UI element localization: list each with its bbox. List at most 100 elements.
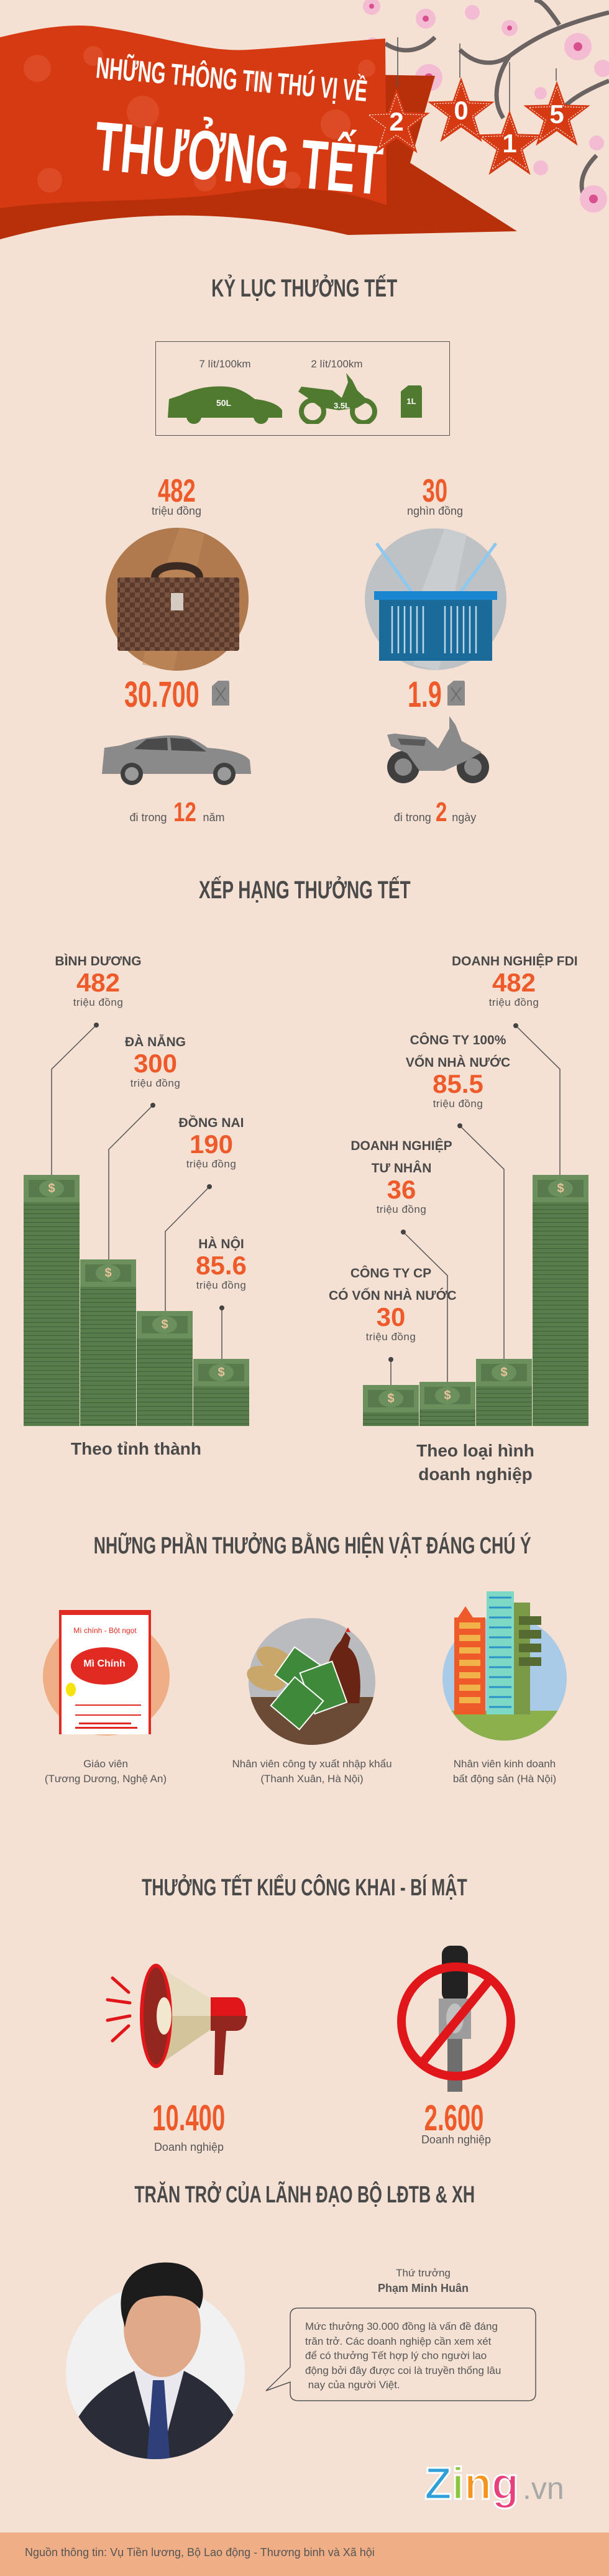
money-stack-bar: $ bbox=[533, 1175, 588, 1426]
year-digit: 2 bbox=[389, 107, 404, 136]
bill: $ bbox=[419, 1382, 475, 1409]
msg-package-icon: Mì chính - Bột ngọt Mì Chính bbox=[43, 1610, 170, 1737]
year-star-5: 5 bbox=[522, 80, 592, 149]
fuel-can-icon bbox=[447, 681, 465, 706]
logo-suffix: .vn bbox=[522, 2471, 564, 2506]
year-star-1: 1 bbox=[475, 109, 544, 178]
header-banner: NHỮNG THÔNG TIN THÚ VỊ VỀ THƯỞNG TẾT 2 0… bbox=[0, 0, 609, 261]
money-stack-bar: $ bbox=[80, 1259, 136, 1426]
bill: $ bbox=[137, 1311, 193, 1338]
car-fuel-rate: 7 lít/100km bbox=[199, 358, 251, 370]
star-icon bbox=[428, 77, 495, 142]
logo-letter: i bbox=[451, 2459, 465, 2510]
gift-caption-real-estate: Nhân viên kinh doanh bất động sản (Hà Nội… bbox=[452, 1758, 557, 1785]
public-count: 10.400 bbox=[152, 2098, 226, 2138]
banner-graphic bbox=[0, 0, 609, 239]
buildings-icon bbox=[442, 1591, 567, 1741]
rank-label-fdi: DOANH NGHIỆP FDI 482 triệu đồng bbox=[452, 954, 578, 1008]
car-tank-label: 50L bbox=[216, 398, 232, 408]
money-stack-bar: $ bbox=[24, 1175, 80, 1426]
star-icon bbox=[363, 88, 430, 154]
zing-logo: Zing .vn bbox=[424, 2459, 592, 2516]
banner-flower-pattern bbox=[24, 46, 375, 193]
megaphone-icon bbox=[106, 1964, 247, 2075]
food-gift-icon bbox=[247, 1618, 375, 1745]
shopping-basket-icon bbox=[365, 528, 506, 671]
year-star-0: 0 bbox=[426, 76, 496, 145]
bill: $ bbox=[80, 1259, 136, 1287]
briefcase-icon bbox=[106, 528, 249, 671]
bill: $ bbox=[476, 1359, 532, 1386]
money-stack-bar: $ bbox=[419, 1382, 475, 1426]
ranking-title: XẾP HẠNG THƯỞNG TẾT bbox=[198, 876, 411, 904]
grey-motorbike-icon bbox=[387, 716, 489, 783]
logo-letter: g bbox=[490, 2459, 520, 2510]
package-logo-text: Mì Chính bbox=[83, 1658, 126, 1669]
rank-label-ha-noi: HÀ NỘI 85.6 triệu đồng bbox=[196, 1237, 247, 1291]
rank-label-private: DOANH NGHIỆP TƯ NHÂN 36 triệu đồng bbox=[350, 1139, 452, 1215]
year-star-2: 2 bbox=[362, 87, 431, 157]
bill: $ bbox=[533, 1175, 588, 1202]
leader-name: Phạm Minh Huân bbox=[377, 2282, 469, 2294]
secret-count: 2.600 bbox=[424, 2098, 484, 2138]
banner-flag bbox=[0, 25, 387, 209]
dollar-icon: $ bbox=[209, 1364, 234, 1381]
gift-caption-teacher: Giáo viên (Tương Dương, Nghệ An) bbox=[44, 1758, 167, 1785]
fuel-consumption-box bbox=[155, 341, 450, 436]
grey-car-icon bbox=[102, 735, 251, 785]
bike-fuel-rate: 2 lít/100km bbox=[311, 358, 363, 370]
no-microphone-icon bbox=[397, 1946, 515, 2092]
green-car-icon bbox=[168, 386, 282, 424]
bike-tank-label: 3.5L bbox=[333, 401, 350, 410]
footer: Nguồn thông tin: Vụ Tiền lương, Bộ Lao đ… bbox=[0, 2532, 609, 2576]
enterprise-group-label: Theo loại hình doanh nghiệp bbox=[416, 1441, 534, 1484]
leader-quote: Mức thưởng 30.000 đồng là vấn đề đáng tr… bbox=[305, 2321, 501, 2391]
hanging-stars bbox=[397, 37, 557, 112]
year-digit: 5 bbox=[549, 99, 564, 129]
public-secret-title: THƯỞNG TẾT KIỂU CÔNG KHAI - BÍ MẬT bbox=[142, 1875, 467, 1901]
ranking-leader-lines bbox=[51, 1023, 561, 1385]
package-top-text: Mì chính - Bột ngọt bbox=[73, 1626, 137, 1635]
can-label: 1L bbox=[406, 397, 416, 406]
dollar-icon: $ bbox=[96, 1264, 121, 1282]
bill: $ bbox=[363, 1385, 419, 1412]
speech-bubble bbox=[265, 2307, 536, 2401]
fuel-equivalent-high: 30.700 bbox=[124, 674, 236, 715]
record-low-unit: nghìn đồng bbox=[406, 505, 464, 517]
source-text: Nguồn thông tin: Vụ Tiền lương, Bộ Lao đ… bbox=[25, 2546, 375, 2559]
dollar-icon: $ bbox=[435, 1387, 460, 1404]
dollar-icon: $ bbox=[492, 1364, 516, 1381]
green-fuel-can-icon bbox=[401, 385, 422, 418]
fuel-equivalent-low: 1.9 bbox=[408, 674, 482, 715]
money-stack-bar: $ bbox=[363, 1385, 419, 1426]
gifts-title: NHỮNG PHẦN THƯỞNG BẰNG HIỆN VẬT ĐÁNG CHÚ… bbox=[93, 1533, 531, 1559]
year-digit: 0 bbox=[454, 96, 469, 125]
year-digit: 1 bbox=[502, 129, 517, 158]
dollar-icon: $ bbox=[152, 1316, 177, 1333]
star-icon bbox=[523, 81, 590, 146]
record-high-unit: triệu đồng bbox=[151, 505, 202, 517]
bill: $ bbox=[193, 1359, 249, 1386]
rank-label-dong-nai: ĐỒNG NAI 190 triệu đồng bbox=[178, 1116, 244, 1170]
rank-label-joint-stock: CÔNG TY CP CÓ VỐN NHÀ NƯỚC 30 triệu đồng bbox=[329, 1266, 457, 1343]
logo-letter: n bbox=[464, 2459, 493, 2510]
record-low-amount: 30 bbox=[422, 473, 448, 509]
money-stack-bar: $ bbox=[476, 1359, 532, 1426]
dollar-icon: $ bbox=[548, 1180, 573, 1197]
record-high-amount: 482 bbox=[157, 473, 196, 509]
money-stack-bar: $ bbox=[137, 1311, 193, 1426]
rank-label-binh-duong: BÌNH DƯƠNG 482 triệu đồng bbox=[55, 954, 142, 1008]
public-count-label: Doanh nghiệp bbox=[153, 2141, 224, 2153]
duration-high: đi trong 12 năm bbox=[129, 797, 225, 827]
rank-label-state-owned: CÔNG TY 100% VỐN NHÀ NƯỚC 85.5 triệu đồn… bbox=[405, 1033, 511, 1110]
dollar-icon: $ bbox=[378, 1390, 403, 1407]
star-icon bbox=[476, 110, 543, 175]
secret-count-label: Doanh nghiệp bbox=[421, 2133, 492, 2146]
gift-caption-import-export: Nhân viên công ty xuất nhập khẩu (Thanh X… bbox=[232, 1758, 392, 1785]
leader-role: Thứ trưởng bbox=[396, 2267, 451, 2279]
bill: $ bbox=[24, 1175, 80, 1202]
rank-label-da-nang: ĐÀ NẴNG 300 triệu đồng bbox=[125, 1035, 186, 1089]
leader-title: TRĂN TRỞ CỦA LÃNH ĐẠO BỘ LĐTB & XH bbox=[134, 2182, 475, 2208]
leader-portrait bbox=[66, 2262, 245, 2459]
province-group-label: Theo tỉnh thành bbox=[71, 1439, 201, 1458]
